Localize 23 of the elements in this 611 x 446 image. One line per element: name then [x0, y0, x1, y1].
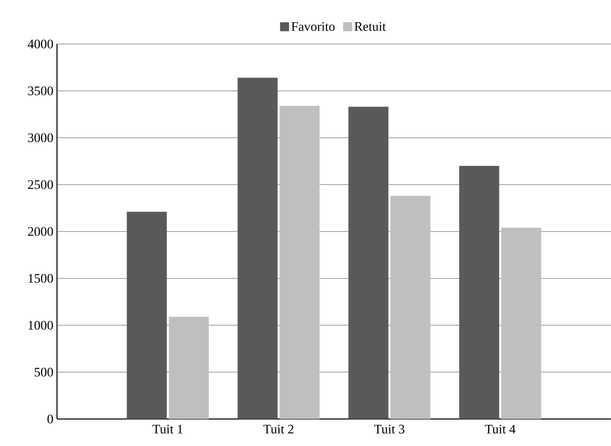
y-tick-label: 2500 [28, 180, 53, 189]
bar [348, 106, 388, 419]
y-tick-label: 0 [47, 414, 53, 424]
y-tick-label: 3000 [28, 133, 53, 142]
bar [168, 316, 209, 419]
bar [280, 106, 320, 419]
bar [459, 166, 500, 419]
y-tick-label: 1500 [28, 274, 53, 283]
x-tick-label: Tuit 4 [484, 424, 516, 434]
y-tick-label: 500 [34, 368, 53, 376]
x-tick-label: Tuit 3 [374, 424, 404, 434]
legend-label: Retuit [354, 22, 386, 31]
legend-label: Favorito [291, 22, 335, 31]
bar [501, 228, 542, 419]
bar [390, 196, 430, 419]
bar [126, 212, 167, 419]
y-tick-label: 3500 [28, 86, 53, 96]
y-tick-label: 1000 [28, 320, 53, 330]
y-tick-label: 4000 [28, 40, 53, 48]
bar [238, 78, 278, 419]
x-tick-label: Tuit 2 [263, 424, 294, 434]
x-tick-label: Tuit 1 [152, 424, 182, 434]
y-tick-label: 2000 [28, 227, 53, 236]
